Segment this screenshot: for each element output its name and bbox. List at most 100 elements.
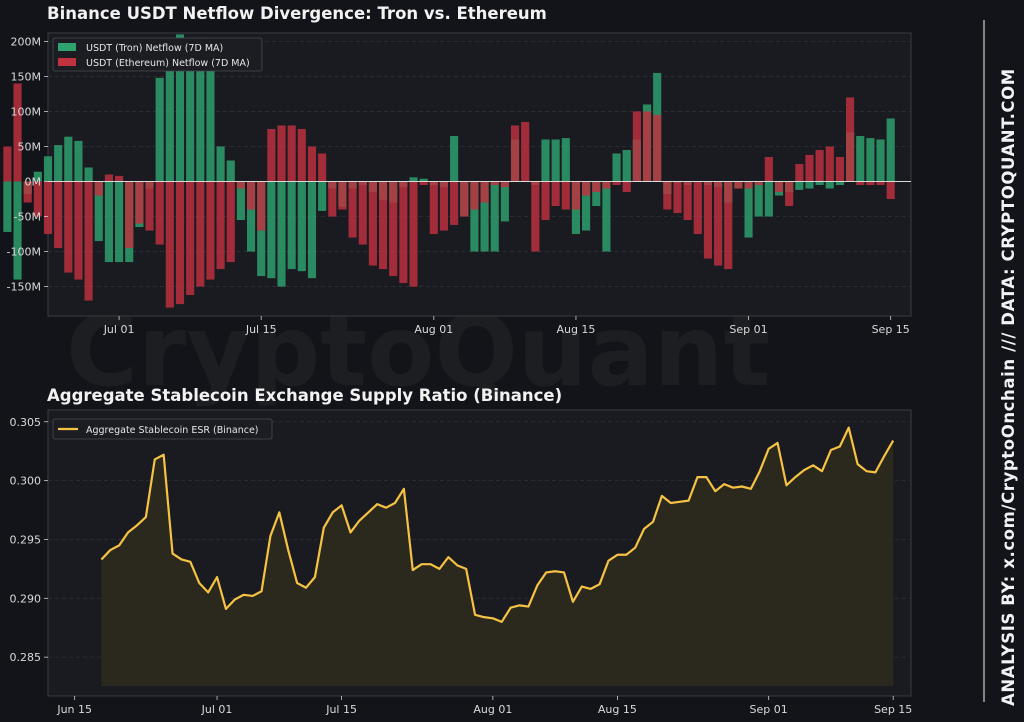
netflow-ytick-label: -150M <box>7 281 41 294</box>
tron-bar <box>175 34 185 182</box>
ethereum-bar <box>571 181 581 210</box>
ethereum-bar <box>206 181 215 280</box>
ethereum-bar <box>246 181 256 210</box>
tron-bar <box>795 181 804 190</box>
netflow-ytick-label: -100M <box>7 246 41 259</box>
tron-bar <box>3 181 12 232</box>
tron-bar <box>551 139 560 182</box>
ethereum-bar <box>785 181 794 207</box>
esr-xtick-label: Jun 15 <box>56 703 92 716</box>
netflow-legend: USDT (Tron) Netflow (7D MA) USDT (Ethere… <box>52 37 263 72</box>
ethereum-bar <box>135 181 144 224</box>
netflow-xtick-label: Jul 15 <box>245 323 277 336</box>
ethereum-bar <box>297 128 306 182</box>
ethereum-bar <box>84 181 93 301</box>
tron-bar <box>856 135 865 182</box>
tron-bar <box>277 181 286 287</box>
ethereum-bar <box>104 174 113 182</box>
ethereum-bar <box>358 181 367 245</box>
ethereum-bar <box>500 181 509 188</box>
tron-bar <box>54 145 63 182</box>
esr-xtick-label: Jul 01 <box>201 703 233 716</box>
netflow-xtick-label: Sep 15 <box>872 323 910 336</box>
tron-bar <box>886 118 895 182</box>
tron-bar <box>165 37 174 182</box>
ethereum-bar <box>632 111 641 182</box>
tron-bar <box>561 138 570 182</box>
netflow-ytick-label: 150M <box>11 70 42 83</box>
tron-bar <box>815 181 824 186</box>
chart2-title: Aggregate Stablecoin Exchange Supply Rat… <box>47 386 563 405</box>
ethereum-bar <box>480 181 489 203</box>
ethereum-bar <box>622 181 631 193</box>
esr-ytick-label: 0.305 <box>10 416 42 429</box>
netflow-ytick-label: 0M <box>25 176 42 189</box>
esr-xtick-label: Aug 01 <box>473 703 512 716</box>
tron-bar <box>582 181 591 231</box>
netflow-xtick-label: Sep 01 <box>729 323 767 336</box>
ethereum-bar <box>561 181 570 210</box>
tron-bar <box>43 156 53 182</box>
netflow-ytick-label: 200M <box>11 35 42 48</box>
ethereum-bar <box>429 181 438 235</box>
tron-bar <box>206 48 215 182</box>
esr-ytick-label: 0.285 <box>10 651 42 664</box>
tron-bar <box>74 140 83 182</box>
esr-series-line <box>100 426 895 623</box>
tron-bar <box>866 138 875 182</box>
esr-xtick-label: Jul 15 <box>325 703 357 716</box>
ethereum-bar <box>764 156 773 182</box>
tron-bar <box>307 181 317 279</box>
ethereum-bar <box>419 181 428 186</box>
ethereum-bar <box>64 181 73 273</box>
ethereum-bar <box>43 181 53 235</box>
legend-swatch-tron <box>58 43 76 51</box>
tron-bar <box>409 177 418 182</box>
tron-bar <box>84 167 93 182</box>
ethereum-bar <box>805 154 814 182</box>
tron-bar <box>602 181 611 252</box>
tron-bar <box>450 135 459 182</box>
ethereum-bar <box>774 181 784 193</box>
ethereum-bar <box>825 146 834 182</box>
ethereum-bar <box>663 181 672 210</box>
tron-bar <box>13 181 22 280</box>
tron-bar <box>622 149 631 182</box>
tron-bar <box>764 181 773 217</box>
tron-bar <box>744 181 753 238</box>
ethereum-bar <box>683 181 692 221</box>
ethereum-bar <box>196 181 205 287</box>
tron-bar <box>33 171 42 182</box>
legend-label-ethereum: USDT (Ethereum) Netflow (7D MA) <box>86 58 250 69</box>
legend-swatch-ethereum <box>58 58 76 66</box>
tron-bar <box>419 178 428 182</box>
ethereum-bar <box>74 181 83 280</box>
ethereum-bar <box>13 83 22 182</box>
ethereum-bar <box>318 153 327 182</box>
ethereum-bar <box>460 181 469 217</box>
esr-xtick-label: Sep 15 <box>874 703 912 716</box>
ethereum-bar <box>368 181 377 266</box>
ethereum-bar <box>267 128 276 182</box>
tron-bar <box>297 181 306 272</box>
ethereum-bar <box>216 181 225 270</box>
ethereum-bar <box>399 181 408 284</box>
netflow-xtick-label: Jul 01 <box>103 323 135 336</box>
ethereum-bar <box>23 181 32 203</box>
ethereum-bar <box>531 181 540 252</box>
ethereum-bar <box>287 125 296 182</box>
tron-bar <box>236 181 245 221</box>
ethereum-bar <box>186 181 195 295</box>
ethereum-bar <box>856 181 865 186</box>
tron-bar <box>592 181 601 207</box>
esr-ytick-label: 0.290 <box>10 592 42 605</box>
tron-bar <box>155 77 164 182</box>
tron-bar <box>94 181 103 242</box>
ethereum-bar <box>592 181 601 193</box>
tron-bar <box>480 181 489 252</box>
ethereum-bar <box>673 181 682 214</box>
ethereum-bar <box>490 181 499 186</box>
legend-label-tron: USDT (Tron) Netflow (7D MA) <box>86 43 223 54</box>
ethereum-bar <box>155 181 164 245</box>
